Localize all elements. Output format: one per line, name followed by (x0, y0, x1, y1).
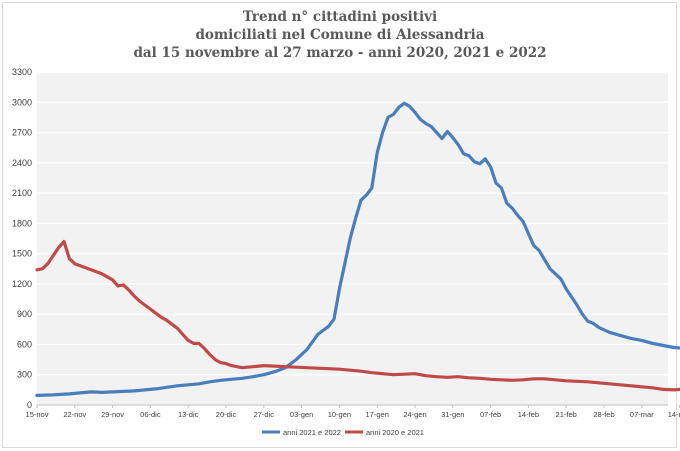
title-line-1: Trend n° cittadini positivi (242, 9, 438, 25)
title-line-3: dal 15 novembre al 27 marzo - anni 2020,… (133, 45, 547, 61)
y-tick-label: 300 (17, 370, 32, 380)
y-tick-label: 0 (27, 400, 32, 410)
x-tick-label: 14-mar (668, 410, 680, 419)
x-tick-label: 24-gen (403, 410, 426, 419)
x-tick-label: 20-dic (216, 410, 237, 419)
legend: anni 2021 e 2022 anni 2020 e 2021 (262, 428, 424, 437)
series-line-2 (35, 239, 680, 392)
y-tick-label: 1200 (12, 279, 32, 289)
x-tick-label: 13-dic (178, 410, 199, 419)
y-tick-label: 2400 (12, 158, 32, 168)
y-tick-label: 2700 (12, 128, 32, 138)
x-tick-label: 06-dic (140, 410, 161, 419)
y-tick-label: 3000 (12, 97, 32, 107)
y-tick-label: 3300 (12, 67, 32, 77)
plot-background (37, 72, 668, 405)
plot-area (37, 72, 668, 405)
series-lines (35, 101, 680, 397)
x-axis-ticks: 15-nov 22-nov 29-nov 06-dic 13-dic 20-dic 27-d… (26, 405, 680, 419)
y-tick-label: 1500 (12, 249, 32, 259)
x-tick-label: 17-gen (366, 410, 389, 419)
x-tick-label: 22-nov (63, 410, 86, 419)
series-line-1 (35, 101, 680, 397)
x-tick-label: 27-dic (254, 410, 275, 419)
x-tick-label: 29-nov (101, 410, 124, 419)
y-axis-ticks: 0 300 600 900 1200 1500 1800 2100 2400 2700 3000 33… (12, 67, 32, 410)
gridlines (37, 71, 668, 406)
legend-label-2: anni 2020 e 2021 (366, 428, 424, 437)
x-tick-label: 07-mar (630, 410, 654, 419)
x-tick-label: 28-feb (593, 410, 614, 419)
y-tick-label: 2100 (12, 188, 32, 198)
title-line-2: domiciliati nel Comune di Alessandria (195, 27, 485, 43)
x-tick-label: 15-nov (26, 410, 49, 419)
x-tick-label: 21-feb (556, 410, 577, 419)
x-tick-label: 10-gen (328, 410, 351, 419)
x-tick-label: 07-feb (480, 410, 501, 419)
x-tick-label: 14-feb (518, 410, 539, 419)
y-tick-label: 1800 (12, 218, 32, 228)
legend-label-1: anni 2021 e 2022 (283, 428, 341, 437)
y-tick-label: 900 (17, 309, 32, 319)
chart-title: Trend n° cittadini positivi domiciliati … (0, 8, 680, 62)
x-tick-label: 03-gen (290, 410, 313, 419)
y-tick-label: 600 (17, 339, 32, 349)
x-tick-label: 31-gen (441, 410, 464, 419)
